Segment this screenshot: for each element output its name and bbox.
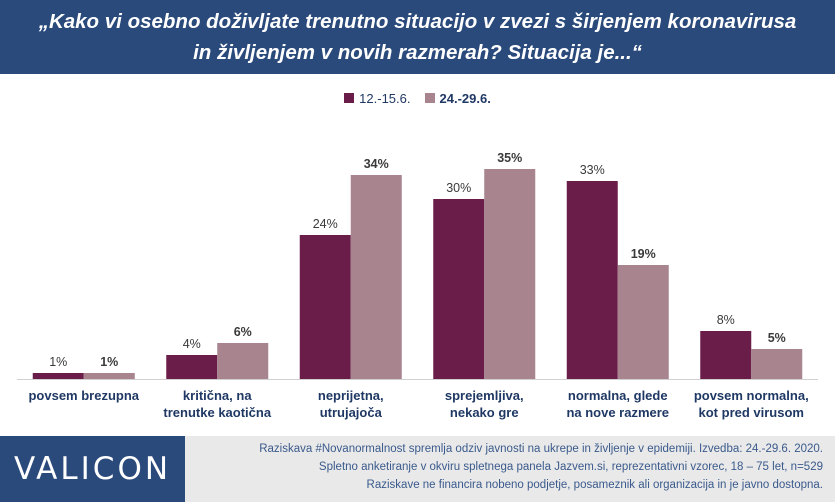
footnote-line-1: Raziskava #Novanormalnost spremlja odziv… (259, 443, 823, 455)
bar-s2-3 (350, 175, 402, 379)
data-label-s1-5: 33% (580, 163, 605, 177)
category-label-3-line-2: utrujajoča (320, 405, 383, 420)
legend-swatch-series-2 (424, 93, 435, 103)
bar-s2-5 (617, 265, 669, 379)
bar-s1-3 (299, 235, 351, 379)
data-label-s2-4: 35% (497, 151, 522, 165)
bar-s2-6 (751, 349, 803, 379)
data-label-s2-3: 34% (364, 157, 389, 171)
category-label-2-line-2: trenutke kaotična (163, 405, 271, 420)
bar-s1-1 (32, 373, 84, 379)
category-label-1-line-1: povsem brezupna (28, 388, 139, 403)
category-label-6-line-1: povsem normalna, (694, 388, 809, 403)
category-label-4-line-2: nekako gre (450, 405, 519, 420)
bar-s2-1 (83, 373, 135, 379)
bar-s2-2 (217, 343, 269, 379)
footnote: Raziskava #Novanormalnost spremlja odziv… (183, 440, 823, 494)
bar-s1-4 (433, 199, 485, 379)
footnote-line-3: Raziskave ne financira nobeno podjetje, … (366, 479, 823, 491)
bar-s1-6 (700, 331, 752, 379)
category-label-6-line-2: kot pred virusom (699, 405, 804, 420)
valicon-logo: VALICON (0, 436, 185, 502)
legend-item-series-2: 24.-29.6. (424, 90, 491, 106)
legend-swatch-series-1 (344, 93, 355, 103)
data-label-s2-2: 6% (234, 325, 252, 339)
data-label-s2-1: 1% (100, 355, 118, 369)
bar-s1-2 (166, 355, 218, 379)
bar-chart: 1% 1% povsem brezupna 4% 6% kritična, na trenu… (17, 151, 818, 420)
legend-item-series-1: 12.-15.6. (344, 90, 411, 106)
legend-label-series-2: 24.-29.6. (439, 90, 491, 106)
data-label-s1-4: 30% (446, 181, 471, 195)
data-label-s2-6: 5% (768, 331, 786, 345)
data-label-s2-5: 19% (631, 247, 656, 261)
category-label-5-line-2: na nove razmere (566, 405, 669, 420)
category-label-3-line-1: neprijetna, (318, 388, 384, 403)
footnote-line-2: Spletno anketiranje v okviru spletnega p… (318, 461, 823, 473)
data-label-s1-2: 4% (183, 337, 201, 351)
category-label-5-line-1: normalna, glede (568, 388, 668, 403)
bar-s2-4 (484, 169, 536, 379)
bar-s1-5 (566, 181, 618, 379)
category-label-2-line-1: kritična, na (183, 388, 252, 403)
data-label-s1-3: 24% (313, 217, 338, 231)
data-label-s1-6: 8% (717, 313, 735, 327)
title-bar: „Kako vi osebno doživljate trenutno situ… (0, 0, 835, 74)
legend-label-series-1: 12.-15.6. (359, 90, 411, 106)
chart-title: „Kako vi osebno doživljate trenutno situ… (38, 10, 797, 64)
category-label-4-line-1: sprejemljiva, (445, 388, 524, 403)
chart-legend: 12.-15.6. 24.-29.6. (0, 88, 835, 108)
data-label-s1-1: 1% (49, 355, 67, 369)
